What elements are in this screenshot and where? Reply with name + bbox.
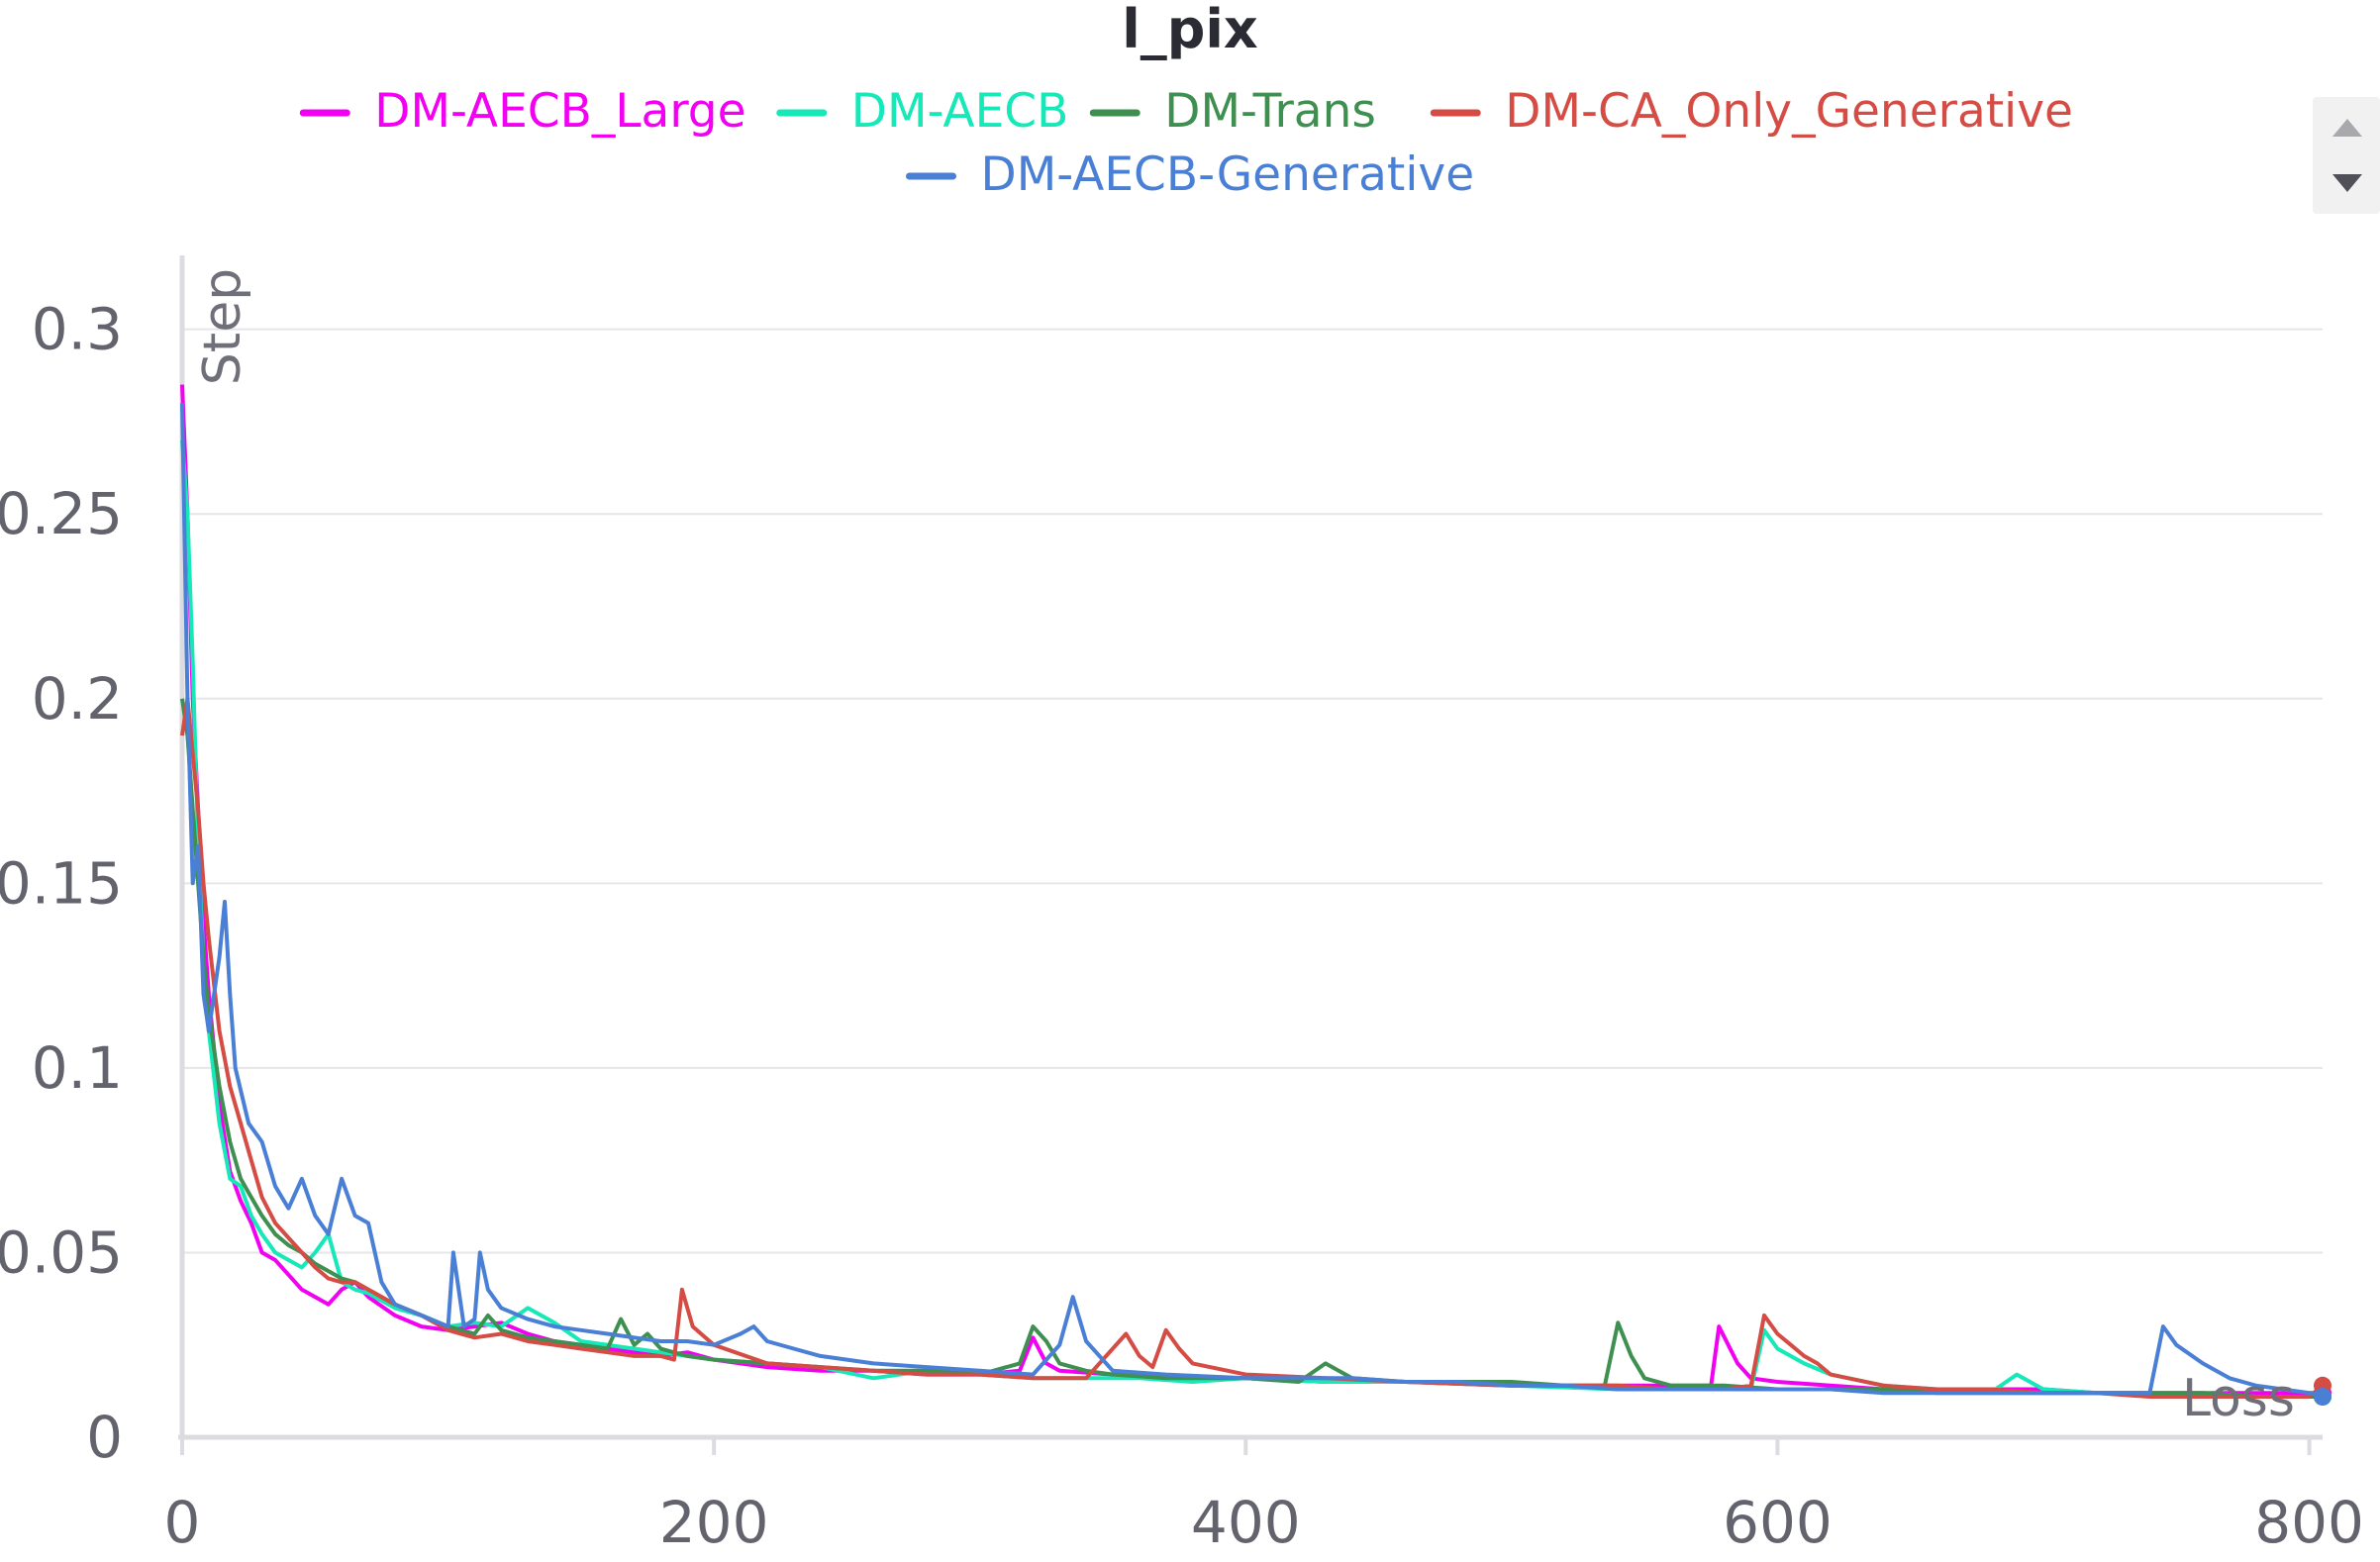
axes: 0 0.05 0.1 0.15 0.2 0.25 0.3 0 200 400 600 800 (0, 255, 2364, 1556)
chart-title: l_pix (1122, 0, 1258, 60)
legend-label: DM-Trans (1164, 84, 1376, 139)
y-tick-label: 0.2 (32, 665, 123, 732)
y-tick-label: 0.1 (32, 1034, 123, 1102)
series-endpoint (2314, 1387, 2331, 1406)
series-line (180, 698, 2323, 1399)
y-tick-label: 0 (86, 1404, 123, 1471)
legend-label: DM-CA_Only_Generative (1505, 84, 2073, 139)
series-line (180, 696, 2325, 1399)
series-line (180, 403, 2324, 1399)
y-tick-label: 0.05 (0, 1219, 123, 1286)
legend-label: DM-AECB (851, 84, 1069, 139)
legend-scroll[interactable] (2313, 97, 2380, 214)
legend-label: DM-AECB-Generative (981, 147, 1475, 202)
series-lines (180, 384, 2331, 1406)
x-tick-label: 0 (164, 1489, 201, 1556)
grid-lines (182, 328, 2323, 1254)
legend-scroll-panel (2313, 97, 2380, 214)
y-axis-label: Loss (2182, 1369, 2295, 1428)
x-tick-label: 800 (2254, 1489, 2364, 1556)
scroll-down-icon[interactable] (2332, 174, 2362, 192)
y-tick-label: 0.3 (32, 296, 123, 363)
x-tick-label: 200 (659, 1489, 769, 1556)
x-tick-label: 400 (1191, 1489, 1301, 1556)
legend-label: DM-AECB_Large (374, 84, 745, 139)
legend: DM-AECB_Large DM-AECB DM-Trans DM-CA_Only_G… (299, 84, 2073, 202)
x-tick-label: 600 (1723, 1489, 1833, 1556)
y-tick-label: 0.25 (0, 480, 123, 547)
series-line (180, 384, 2323, 1396)
scroll-up-icon[interactable] (2332, 119, 2362, 137)
y-tick-label: 0.15 (0, 849, 123, 917)
x-axis-label: Step (193, 268, 252, 385)
